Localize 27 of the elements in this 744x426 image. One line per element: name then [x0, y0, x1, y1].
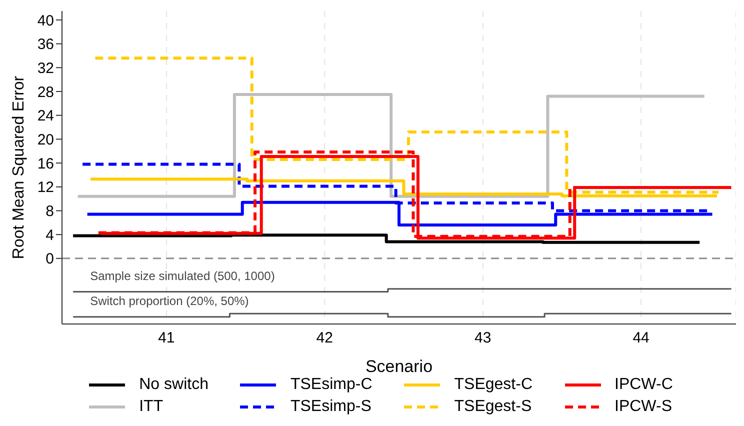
- legend-label: TSEgest-C: [454, 376, 532, 394]
- x-tick-label: 41: [158, 330, 175, 347]
- y-tick-label: 36: [37, 36, 54, 54]
- y-tick-label: 12: [37, 179, 54, 196]
- legend-label: TSEsimp-S: [290, 398, 372, 416]
- legend-label: TSEgest-S: [454, 398, 532, 416]
- y-tick-label: 24: [37, 108, 54, 125]
- annotation: Sample size simulated (500, 1000): [90, 268, 275, 283]
- y-tick-label: 16: [37, 155, 54, 172]
- y-tick-label: 4: [46, 226, 54, 244]
- y-axis-title: Root Mean Squared Error: [10, 75, 28, 260]
- y-tick-label: 20: [37, 132, 54, 149]
- y-tick-label: 28: [37, 84, 54, 101]
- y-tick-label: 8: [46, 203, 54, 220]
- legend-label: TSEsimp-C: [290, 376, 372, 394]
- legend-label: ITT: [139, 398, 164, 416]
- y-tick-label: 40: [37, 12, 54, 30]
- x-tick-label: 42: [316, 330, 333, 347]
- legend-label: IPCW-S: [614, 398, 672, 416]
- y-tick-label: 32: [37, 60, 54, 77]
- annotation: Switch proportion (20%, 50%): [90, 294, 249, 308]
- legend-label: IPCW-C: [614, 376, 673, 394]
- x-tick-label: 44: [632, 330, 650, 347]
- legend-label: No switch: [139, 376, 208, 394]
- x-tick-label: 43: [474, 330, 492, 347]
- y-tick-label: 0: [46, 250, 54, 268]
- x-axis-title: Scenario: [365, 357, 433, 376]
